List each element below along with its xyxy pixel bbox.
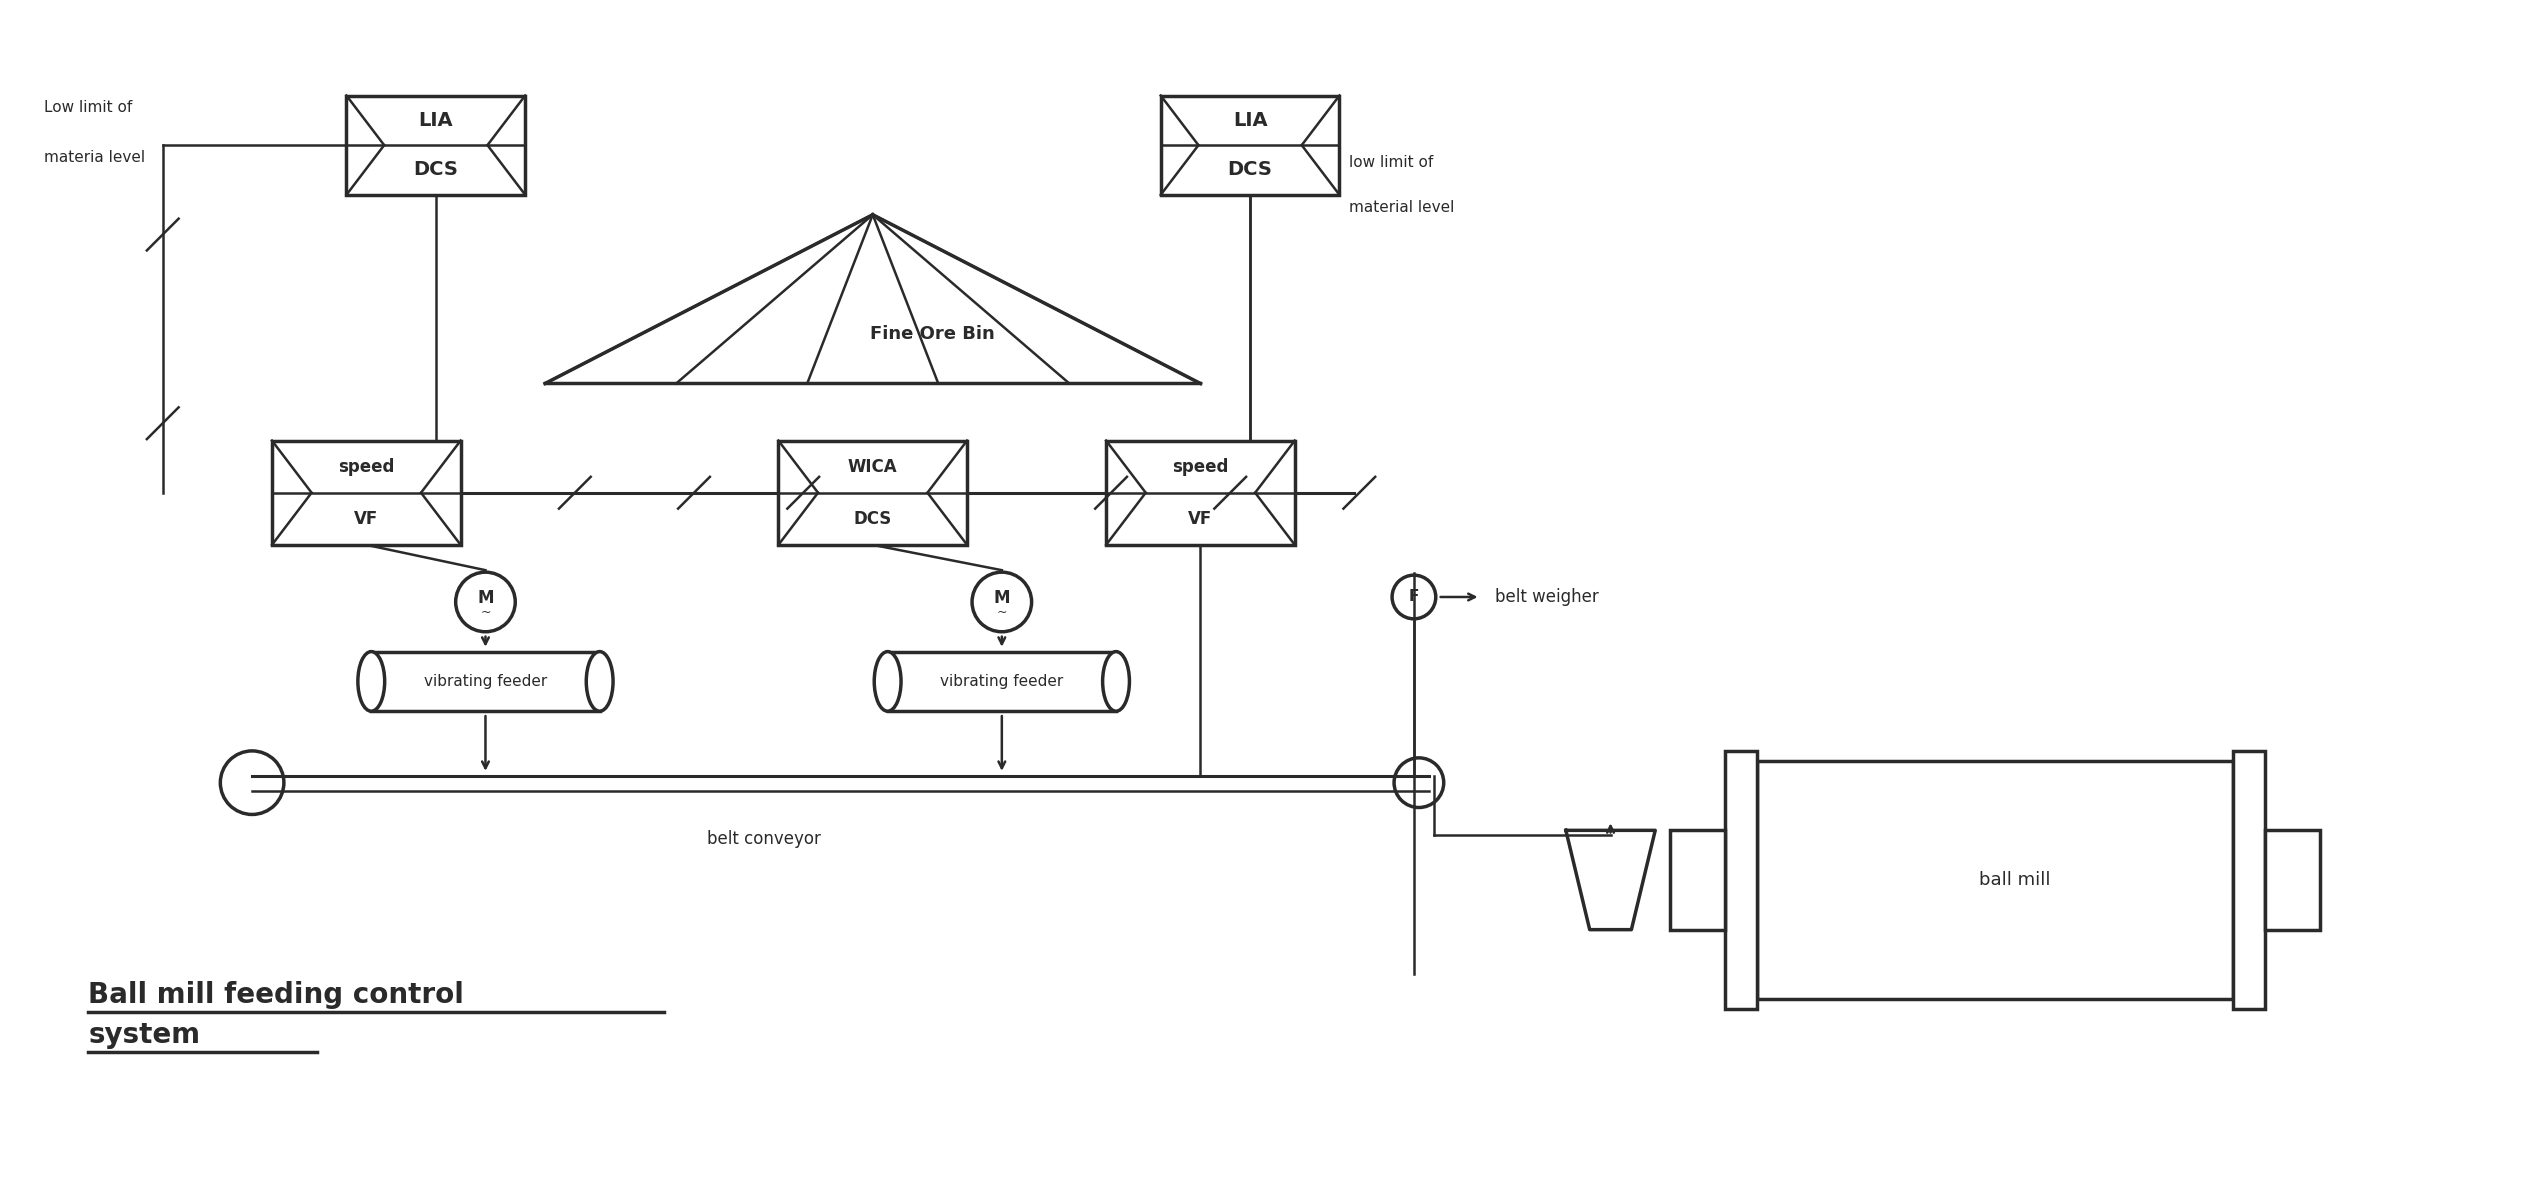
Text: vibrating feeder: vibrating feeder (424, 673, 548, 689)
Bar (2234, 751, 2264, 1008)
Text: ball mill: ball mill (1979, 871, 2049, 889)
Text: materia level: materia level (43, 150, 144, 166)
Ellipse shape (873, 652, 901, 712)
Text: Ball mill feeding control: Ball mill feeding control (88, 981, 464, 1010)
Text: DCS: DCS (853, 510, 891, 528)
Text: F: F (1408, 590, 1418, 604)
Text: system: system (88, 1020, 199, 1049)
Bar (1671, 830, 1724, 930)
Text: VF: VF (353, 510, 379, 528)
Text: speed: speed (338, 458, 394, 476)
Text: M: M (994, 589, 1010, 607)
Text: LIA: LIA (1232, 111, 1267, 130)
Ellipse shape (358, 652, 384, 712)
Text: Low limit of: Low limit of (43, 100, 131, 116)
Text: LIA: LIA (419, 111, 454, 130)
Ellipse shape (586, 652, 613, 712)
Bar (888, 652, 1116, 712)
Text: Fine Ore Bin: Fine Ore Bin (871, 325, 994, 343)
Text: M: M (477, 589, 495, 607)
Bar (371, 652, 601, 712)
Ellipse shape (1103, 652, 1128, 712)
Text: belt conveyor: belt conveyor (707, 831, 820, 849)
Text: material level: material level (1350, 200, 1454, 215)
Bar (1757, 760, 2234, 999)
Bar (2264, 830, 2320, 930)
Text: speed: speed (1171, 458, 1229, 476)
Bar (273, 441, 462, 545)
Text: ~: ~ (997, 606, 1007, 619)
Text: WICA: WICA (848, 458, 899, 476)
Bar (777, 441, 967, 545)
Bar (1724, 751, 1757, 1008)
Text: DCS: DCS (1227, 161, 1272, 180)
Bar (346, 95, 525, 194)
Text: VF: VF (1189, 510, 1212, 528)
Bar (1161, 95, 1340, 194)
Text: low limit of: low limit of (1350, 155, 1434, 170)
Text: DCS: DCS (414, 161, 459, 180)
Bar (1106, 441, 1295, 545)
Text: belt weigher: belt weigher (1494, 588, 1600, 606)
Text: vibrating feeder: vibrating feeder (941, 673, 1063, 689)
Text: ~: ~ (480, 606, 490, 619)
